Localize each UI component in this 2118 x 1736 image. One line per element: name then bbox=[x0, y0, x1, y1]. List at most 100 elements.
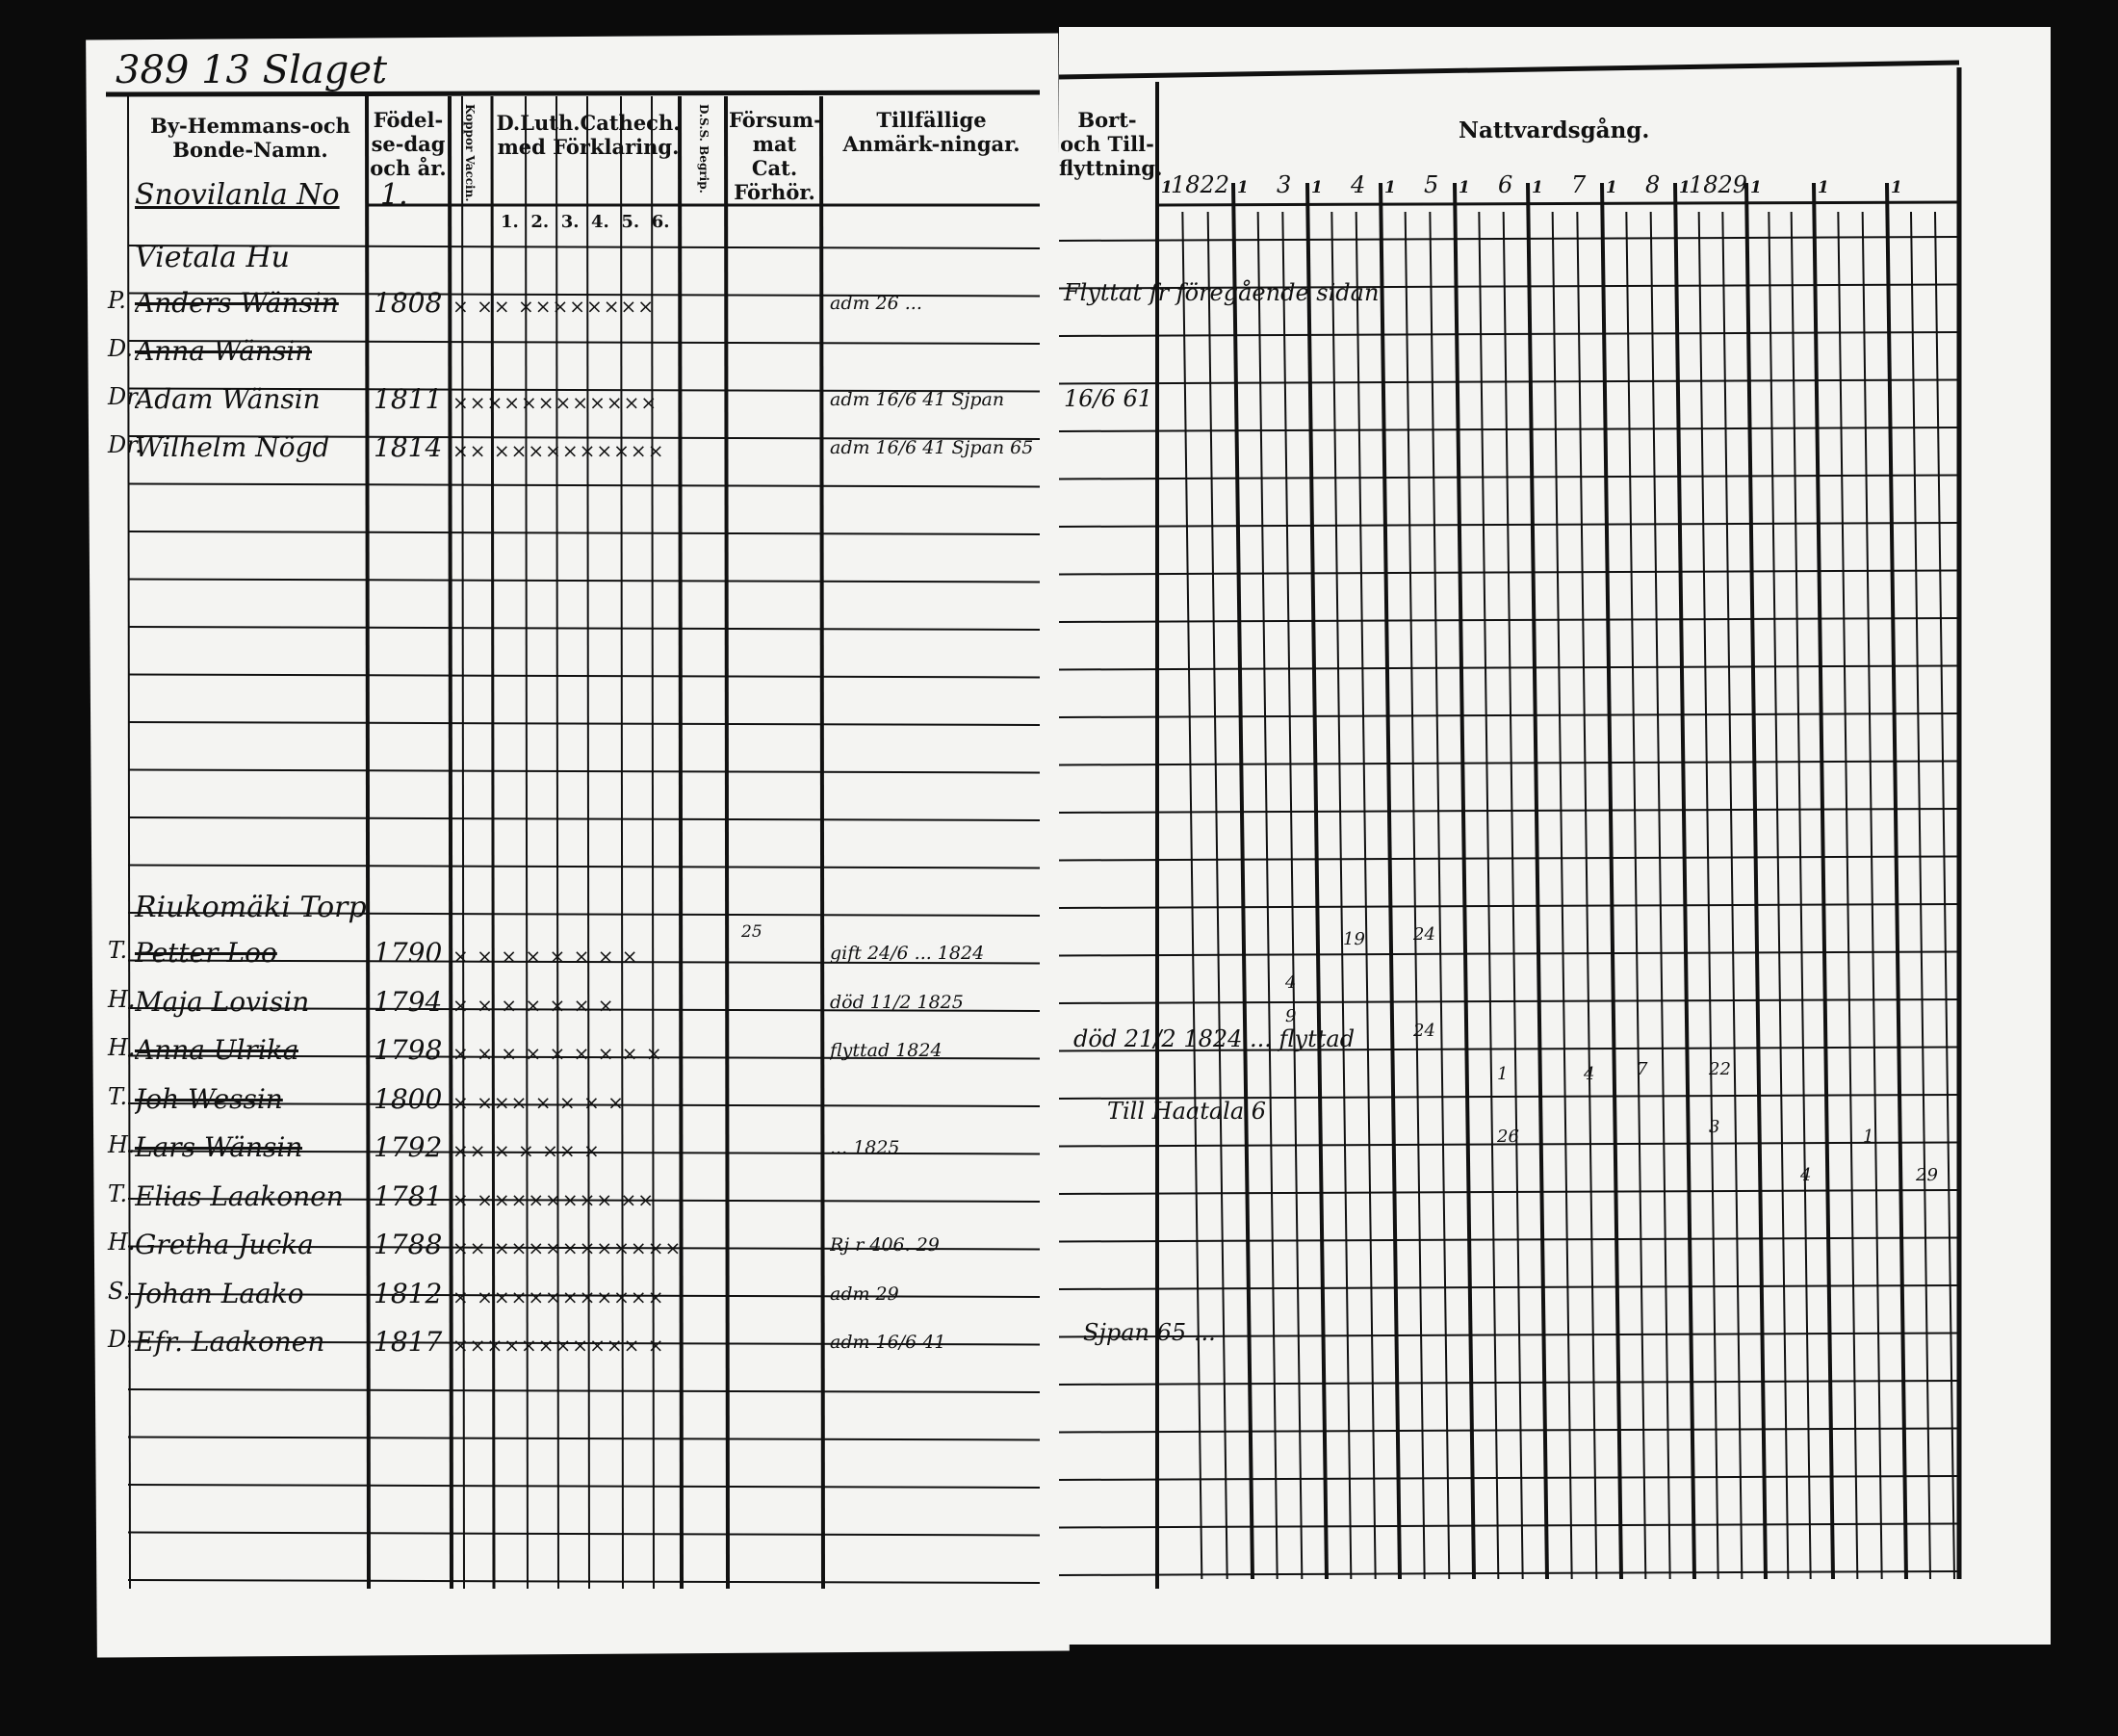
entry-birth: 1790 bbox=[374, 937, 443, 969]
entry-name: Petter Loo bbox=[135, 937, 277, 969]
entry-name: Anders Wänsin bbox=[135, 287, 339, 319]
entry-remarks: adm 16/6 41 Sjpan bbox=[830, 389, 1005, 410]
year-label: 3 bbox=[1277, 171, 1292, 198]
entry-remarks: gift 24/6 ... 1824 bbox=[830, 943, 985, 964]
entry-catechism-marks: × ×××××××× ×× bbox=[452, 1187, 656, 1211]
entry-mark: H. bbox=[108, 1131, 136, 1158]
communion-mark: 4 bbox=[1800, 1165, 1812, 1185]
entry-name: Anna Wänsin bbox=[135, 335, 313, 367]
entry-mark: D. bbox=[108, 1326, 134, 1353]
entry-remarks: Rj r 406. 29 bbox=[830, 1234, 940, 1256]
communion-mark: 1 bbox=[1497, 1064, 1509, 1084]
year-label: 5 bbox=[1424, 171, 1439, 198]
entry-name: Lars Wänsin bbox=[135, 1131, 303, 1163]
header-remarks: Tillfällige Anmärk-ningar. bbox=[842, 108, 1020, 156]
entry-name: Wilhelm Nögd bbox=[135, 431, 330, 463]
entry-birth: 1781 bbox=[374, 1179, 443, 1212]
communion-mark: 29 bbox=[1916, 1165, 1938, 1185]
header-catechism: D.Luth.Cathech. med Förklaring. bbox=[496, 111, 681, 159]
part-2: 2. bbox=[530, 212, 550, 232]
entry-remarks: ... 1825 bbox=[830, 1137, 900, 1158]
part-4: 4. bbox=[591, 212, 609, 232]
header-moving: Bort-och Till-flyttning. bbox=[1059, 108, 1163, 180]
entry-mark: H. bbox=[108, 1229, 136, 1256]
year-prefix: 1 bbox=[1818, 178, 1829, 197]
page-heading: 389 13 Slaget bbox=[116, 48, 388, 92]
village-name: Snovilanla No bbox=[135, 178, 340, 212]
catechism-parts: 1. 2. 3. 4. 5. 6. bbox=[501, 210, 670, 234]
communion-mark: 24 bbox=[1413, 924, 1435, 945]
entry-mark: Dr. bbox=[108, 383, 142, 410]
entry-birth: 1794 bbox=[374, 985, 443, 1018]
part-5: 5. bbox=[621, 212, 640, 232]
entry-mark: Dr. bbox=[108, 431, 142, 458]
year-prefix: 1 bbox=[1750, 178, 1762, 197]
entry-birth: 1811 bbox=[374, 383, 443, 415]
left-page bbox=[86, 33, 1070, 1658]
village-number: 1. bbox=[380, 178, 408, 212]
communion-mark: 1 bbox=[1863, 1127, 1874, 1147]
year-label: 4 bbox=[1351, 171, 1366, 198]
communion-mark: 4 bbox=[1584, 1064, 1595, 1084]
entry-birth: 1817 bbox=[374, 1326, 443, 1358]
communion-mark: 22 bbox=[1709, 1059, 1731, 1079]
entry-catechism-marks: ×× ×××××××××× bbox=[452, 439, 665, 462]
entry-name: Anna Ulrika bbox=[135, 1034, 299, 1066]
header-communion: Nattvardsgång. bbox=[1459, 117, 1650, 143]
entry-catechism-marks: ××××××××××× × bbox=[452, 1334, 665, 1357]
year-label: 1822 bbox=[1171, 171, 1230, 198]
year-label: 1829 bbox=[1689, 171, 1748, 198]
entry-remarks: död 11/2 1825 bbox=[830, 991, 964, 1013]
entry-mark: H. bbox=[108, 985, 136, 1013]
entry-catechism-marks: × × × × × × × bbox=[452, 993, 615, 1017]
entry-name: Joh Wessin bbox=[135, 1082, 283, 1115]
entry-birth: 1792 bbox=[374, 1131, 443, 1163]
entry-remarks: flyttad 1824 bbox=[830, 1040, 943, 1061]
year-prefix: 1 bbox=[1237, 178, 1249, 197]
entry-name: Elias Laakonen bbox=[135, 1179, 344, 1212]
entry-remarks: adm 26 ... bbox=[830, 293, 922, 314]
year-prefix: 1 bbox=[1891, 178, 1902, 197]
entry-mark: D. bbox=[108, 335, 134, 362]
year-label: 6 bbox=[1498, 171, 1513, 198]
entry-name: Efr. Laakonen bbox=[135, 1326, 325, 1358]
moving-remark: 16/6 61 bbox=[1064, 385, 1153, 412]
entry-name: Gretha Jucka bbox=[135, 1229, 314, 1260]
year-prefix: 1 bbox=[1384, 178, 1396, 197]
entry-birth: 1808 bbox=[374, 287, 443, 319]
right-page bbox=[1059, 27, 2051, 1645]
entry-mark: T. bbox=[108, 1179, 128, 1207]
year-prefix: 1 bbox=[1606, 178, 1617, 197]
part-1: 1. bbox=[501, 212, 519, 232]
entry-remarks: adm 16/6 41 Sjpan 65 bbox=[830, 437, 1034, 458]
entry-catechism-marks: × ××××××××××× bbox=[452, 1284, 665, 1308]
communion-mark: 19 bbox=[1343, 929, 1365, 949]
entry-name: Adam Wänsin bbox=[135, 383, 321, 415]
moving-remark: Sjpan 65 ... bbox=[1083, 1319, 1216, 1346]
moving-remark: Till Haatala 6 bbox=[1107, 1098, 1267, 1125]
entry-birth: 1798 bbox=[374, 1034, 443, 1066]
communion-mark: 7 bbox=[1637, 1059, 1648, 1079]
entry-forsummat: 25 bbox=[741, 922, 762, 942]
header-vaccination: Koppor Vaccin. bbox=[463, 104, 477, 202]
entry-remarks: adm 16/6 41 bbox=[830, 1332, 946, 1353]
communion-mark: 24 bbox=[1413, 1021, 1435, 1041]
year-label: 7 bbox=[1571, 171, 1587, 198]
entry-mark: T. bbox=[108, 1082, 128, 1110]
year-prefix: 1 bbox=[1161, 178, 1173, 197]
entry-name: Johan Laako bbox=[135, 1277, 304, 1309]
entry-birth: 1812 bbox=[374, 1277, 443, 1309]
part-6: 6. bbox=[651, 212, 670, 232]
year-prefix: 1 bbox=[1311, 178, 1323, 197]
entry-catechism-marks: ×× × × ×× × bbox=[452, 1139, 601, 1162]
entry-birth: 1800 bbox=[374, 1082, 443, 1115]
header-dss: D.S.S. Begrip. bbox=[697, 104, 710, 194]
header-name: By-Hemmans-och Bonde-Namn. bbox=[150, 114, 350, 162]
entry-birth: 1788 bbox=[374, 1229, 443, 1260]
entry-name: Maja Lovisin bbox=[135, 985, 310, 1018]
communion-mark: 9 bbox=[1285, 1006, 1297, 1026]
farm-name: Riukomäki Torp bbox=[135, 891, 367, 924]
header-forsummat: Försum-mat Cat. Förhör. bbox=[729, 108, 822, 204]
entry-birth: 1814 bbox=[374, 431, 443, 463]
moving-remark: död 21/2 1824 ... flyttad bbox=[1073, 1025, 1356, 1052]
